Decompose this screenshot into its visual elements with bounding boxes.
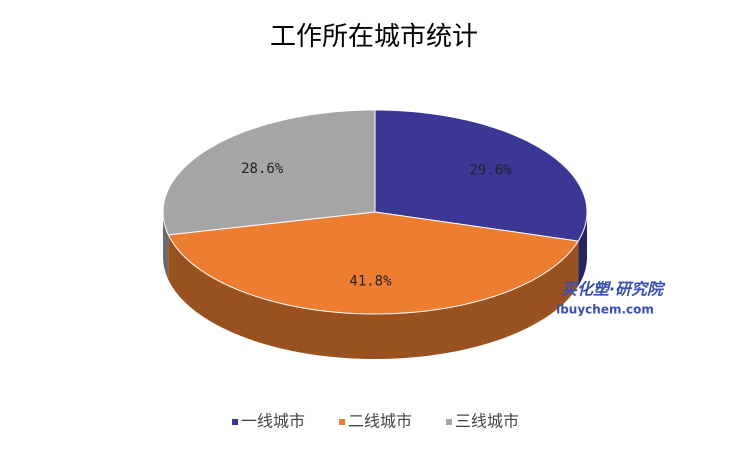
legend: 一线城市 二线城市 三线城市 (232, 412, 519, 431)
data-label: 41.8% (349, 273, 392, 289)
legend-swatch (446, 419, 452, 425)
pie-side (578, 212, 587, 287)
pie-slice (162, 109, 376, 236)
pie-slice (374, 109, 588, 242)
legend-label: 三线城市 (455, 412, 519, 431)
watermark-brand: 买化塑·研究院 (561, 280, 666, 299)
legend-swatch (339, 419, 345, 425)
legend-label: 一线城市 (241, 412, 305, 431)
legend-swatch (232, 419, 238, 425)
pie-side (168, 234, 579, 359)
labels: 29.6% 41.8% 28.6% (241, 161, 512, 290)
pie-sides (163, 212, 587, 359)
legend-label: 二线城市 (348, 412, 412, 431)
pie-tops (162, 109, 588, 315)
pie-side (163, 212, 169, 280)
data-label: 28.6% (241, 161, 284, 177)
data-label: 29.6% (469, 163, 512, 179)
pie-slice (167, 211, 580, 315)
watermark-site: ibuychem.com (556, 303, 654, 317)
chart-title: 工作所在城市统计 (270, 22, 478, 52)
